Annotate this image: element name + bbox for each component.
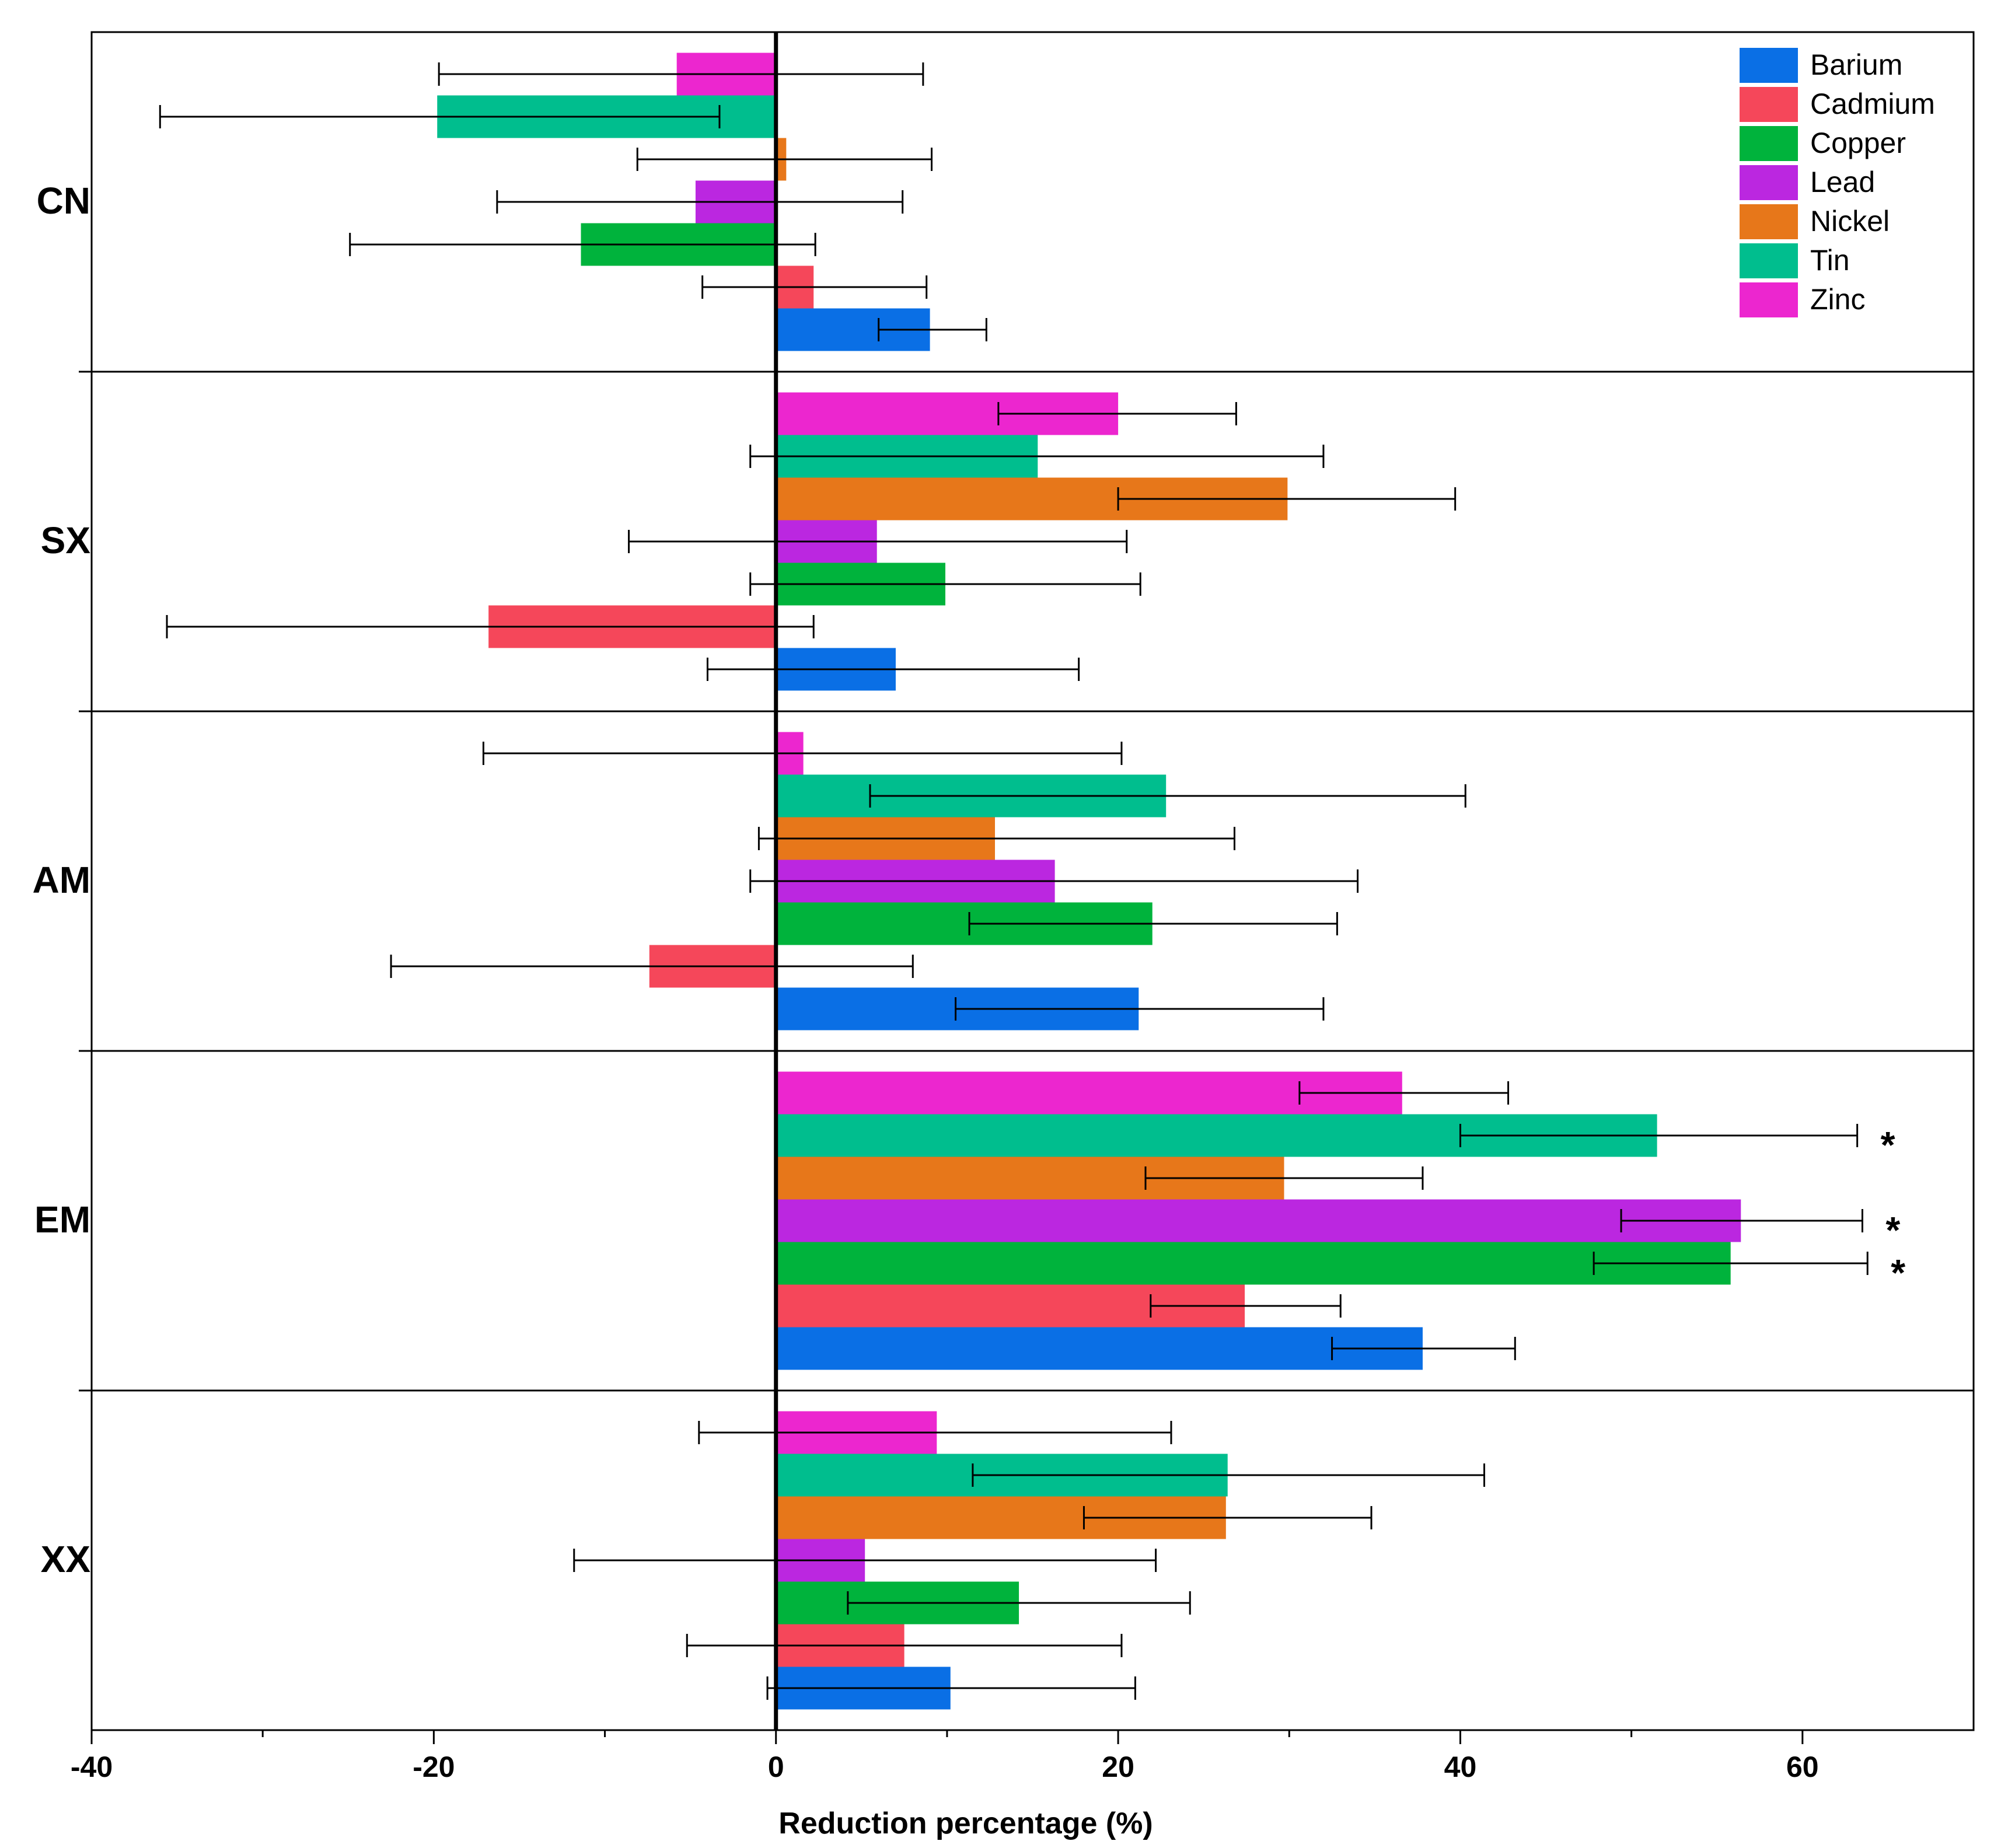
legend-swatch xyxy=(1740,204,1798,239)
y-axis-categories: CN SX AM EM XX xyxy=(32,180,90,1580)
error-bar-sx-tin xyxy=(749,445,1325,468)
legend-label: Zinc xyxy=(1810,283,1865,316)
error-bar-cn-barium xyxy=(878,318,987,341)
x-tick-label: -20 xyxy=(413,1751,455,1783)
legend-swatch xyxy=(1740,48,1798,83)
error-bar-sx-zinc xyxy=(997,402,1237,425)
legend-label: Cadmium xyxy=(1810,88,1935,120)
category-label-sx: SX xyxy=(41,519,91,561)
x-axis-label: Reduction percentage (%) xyxy=(778,1807,1153,1840)
legend-label: Nickel xyxy=(1810,205,1890,237)
error-bar-sx-cadmium xyxy=(166,615,815,638)
legend-item-nickel: Nickel xyxy=(1740,204,1890,239)
error-bar-sx-nickel xyxy=(1117,487,1457,511)
error-bar-xx-tin xyxy=(972,1463,1485,1487)
error-bar-am-lead xyxy=(749,869,1359,893)
significance-marker: * xyxy=(1881,1124,1895,1166)
legend-label: Barium xyxy=(1810,48,1902,81)
error-bar-sx-lead xyxy=(628,530,1128,553)
x-axis: -40 -20 0 20 40 60 xyxy=(71,1730,1819,1783)
error-bar-cn-copper xyxy=(349,233,816,256)
legend: Barium Cadmium Copper Lead Nickel Tin Zinc xyxy=(1740,48,1935,317)
legend-label: Copper xyxy=(1810,127,1906,159)
x-tick-label: -40 xyxy=(71,1751,113,1783)
category-label-cn: CN xyxy=(37,180,90,222)
x-tick-label: 20 xyxy=(1102,1751,1134,1783)
x-tick-label: 40 xyxy=(1444,1751,1477,1783)
error-bar-am-copper xyxy=(968,912,1338,935)
error-bar-em-tin xyxy=(1459,1124,1859,1147)
legend-swatch xyxy=(1740,87,1798,122)
error-bar-em-cadmium xyxy=(1150,1294,1342,1318)
legend-item-cadmium: Cadmium xyxy=(1740,87,1935,122)
bars-group xyxy=(437,53,1741,1710)
legend-swatch xyxy=(1740,243,1798,278)
error-bar-cn-nickel xyxy=(636,148,933,171)
error-bar-am-tin xyxy=(869,784,1466,808)
significance-marker: * xyxy=(1891,1252,1905,1294)
significance-annotations: *** xyxy=(1881,1124,1906,1294)
error-bar-cn-cadmium xyxy=(701,275,928,299)
category-label-xx: XX xyxy=(41,1538,91,1580)
bar-em-barium xyxy=(776,1327,1423,1370)
error-bar-xx-cadmium xyxy=(686,1634,1123,1657)
error-bar-am-cadmium xyxy=(390,955,914,978)
legend-item-tin: Tin xyxy=(1740,243,1850,278)
error-bar-sx-copper xyxy=(749,572,1141,596)
error-bar-am-zinc xyxy=(482,742,1123,765)
x-tick-label: 0 xyxy=(768,1751,784,1783)
legend-label: Lead xyxy=(1810,166,1875,198)
legend-label: Tin xyxy=(1810,244,1850,277)
error-bar-cn-lead xyxy=(496,190,904,214)
legend-item-lead: Lead xyxy=(1740,165,1875,200)
legend-swatch xyxy=(1740,126,1798,161)
error-bar-xx-copper xyxy=(847,1591,1191,1615)
bar-em-lead xyxy=(776,1199,1741,1242)
error-bar-xx-barium xyxy=(766,1676,1136,1700)
error-bar-em-barium xyxy=(1331,1337,1516,1360)
error-bars-group xyxy=(159,62,1869,1700)
panel-dividers xyxy=(79,371,1974,1392)
error-bar-cn-zinc xyxy=(438,62,924,86)
bar-em-zinc xyxy=(776,1071,1402,1115)
legend-item-copper: Copper xyxy=(1740,126,1906,161)
error-bar-xx-lead xyxy=(573,1549,1157,1572)
error-bar-am-nickel xyxy=(757,827,1235,850)
error-bar-cn-tin xyxy=(159,105,721,128)
error-bar-xx-nickel xyxy=(1082,1506,1373,1529)
error-bar-sx-barium xyxy=(706,658,1080,681)
error-bar-em-copper xyxy=(1593,1252,1869,1275)
plot-frame xyxy=(90,31,1975,1731)
significance-marker: * xyxy=(1885,1209,1900,1251)
bar-em-copper xyxy=(776,1242,1731,1285)
error-bar-em-zinc xyxy=(1298,1081,1510,1105)
error-bar-em-nickel xyxy=(1144,1166,1424,1190)
category-label-am: AM xyxy=(32,859,90,901)
category-label-em: EM xyxy=(34,1199,90,1241)
legend-swatch xyxy=(1740,282,1798,317)
error-bar-am-barium xyxy=(955,997,1325,1021)
legend-swatch xyxy=(1740,165,1798,200)
error-bar-em-lead xyxy=(1620,1209,1863,1232)
x-tick-label: 60 xyxy=(1786,1751,1819,1783)
legend-item-zinc: Zinc xyxy=(1740,282,1865,317)
legend-item-barium: Barium xyxy=(1740,48,1902,83)
